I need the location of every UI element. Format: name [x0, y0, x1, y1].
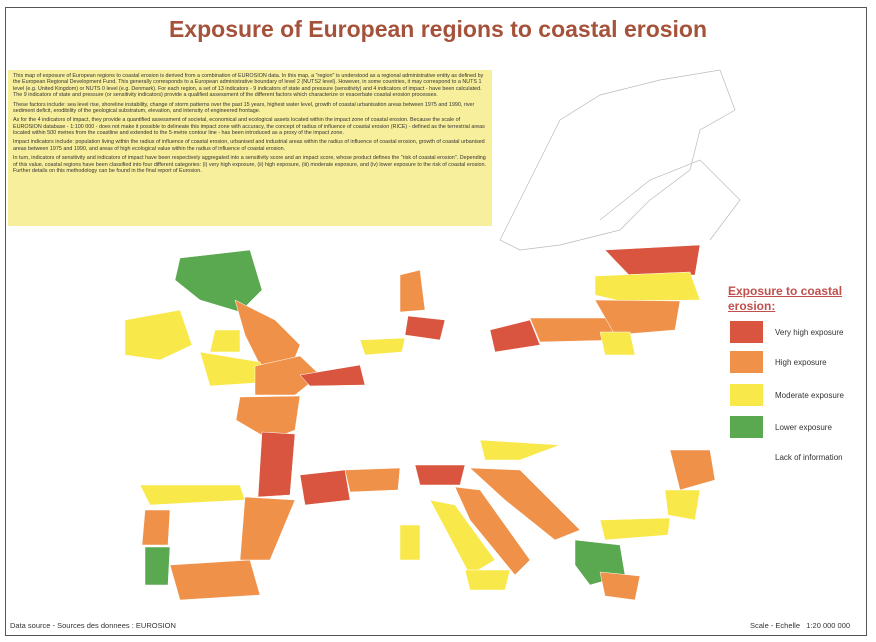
region: [257, 431, 296, 498]
region: [359, 337, 406, 356]
legend-swatch: [730, 384, 763, 406]
region: [399, 524, 421, 561]
region: [429, 499, 496, 576]
scale: Scale - Echelle 1:20 000 000: [750, 621, 851, 630]
legend-label: Lack of information: [775, 453, 843, 462]
legend-label: High exposure: [775, 358, 827, 367]
uncategorised-coastline: [499, 69, 741, 251]
legend-label: Moderate exposure: [775, 391, 844, 400]
region: [604, 244, 701, 277]
legend-swatch: [730, 416, 763, 438]
region: [399, 269, 426, 313]
legend-label: Very high exposure: [775, 328, 844, 337]
region: [239, 496, 296, 561]
frame: [5, 7, 867, 636]
title: Exposure of European regions to coastal …: [168, 16, 708, 42]
paragraph: As for the 4 indicators of impact, they …: [13, 117, 485, 136]
legend-title: Exposure to coastal erosion:: [728, 284, 843, 313]
paragraph: These factors include: sea level rise, s…: [13, 101, 475, 114]
region: [594, 271, 701, 302]
data-source: Data source - Sources des donnees : EURO…: [10, 621, 176, 630]
region: [464, 569, 511, 591]
region: [469, 467, 581, 541]
region: [254, 355, 321, 396]
region: [664, 489, 701, 521]
region: [344, 467, 401, 493]
paragraph: In turn, indicators of sensitivity and i…: [13, 155, 487, 174]
region: [141, 509, 171, 546]
region: [174, 249, 263, 313]
region: [454, 486, 531, 576]
region: [169, 559, 261, 601]
region: [594, 299, 681, 336]
region: [669, 449, 716, 491]
legend-swatch: [730, 351, 763, 373]
region: [414, 464, 466, 486]
region: [124, 309, 193, 361]
region: [599, 571, 641, 601]
region: [404, 315, 446, 341]
paragraph: Impact indicators include: population li…: [13, 139, 485, 152]
region: [209, 329, 241, 353]
region: [599, 331, 636, 356]
region: [139, 484, 246, 506]
legend-swatch: [730, 321, 763, 343]
description: This map of exposure of European regions…: [8, 70, 492, 226]
region: [489, 319, 541, 353]
region: [599, 517, 671, 541]
paragraph: This map of exposure of European regions…: [13, 73, 484, 99]
legend-label: Lower exposure: [775, 423, 832, 432]
region: [144, 546, 171, 586]
region: [299, 364, 366, 387]
region: [479, 439, 561, 461]
region: [299, 469, 351, 506]
